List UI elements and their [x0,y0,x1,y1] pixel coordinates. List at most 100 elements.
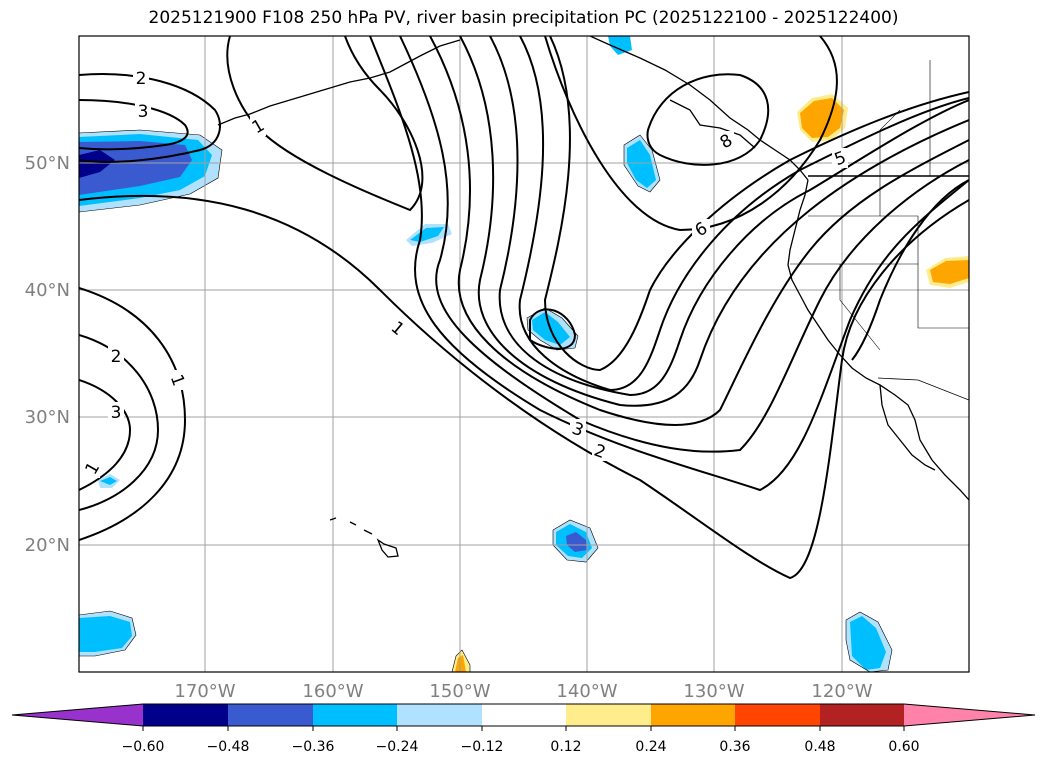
map-panel [79,36,969,672]
border-us-mexico [877,377,969,401]
colorbar-segment [651,704,735,726]
contour-label: 2 [111,347,122,367]
precip-area-northwest-peak [79,150,115,178]
precip-outlines [79,129,893,672]
contour-label: 2 [136,69,147,89]
longitude-labels: 170°W 160°W 150°W 140°W 130°W 120°W [174,681,872,702]
map-frame [78,35,970,673]
precip-outline [79,129,223,213]
contour-label: 3 [138,102,149,122]
label-bg [135,101,151,121]
label-bg [692,219,710,239]
label-bg [170,370,186,390]
figure-title: 2025121900 F108 250 hPa PV, river basin … [148,8,899,28]
precip-area-top [608,36,632,55]
pv-contour-east [851,179,969,361]
colorbar-tick-label: −0.12 [461,739,504,755]
coastline-us-west [787,179,969,501]
colorbar-tick-label: −0.24 [376,739,419,755]
contour-label-backgrounds [84,68,848,478]
label-bg [570,419,586,439]
colorbar-extend-high [904,704,1035,726]
colorbar-segment [482,704,566,726]
label-bg [390,318,406,338]
colorbar-segment [143,704,228,726]
lat-label: 40°N [25,280,70,301]
precip-outline [552,519,599,563]
coastlines [217,36,969,558]
pv-contour-2-nw [79,73,221,163]
label-bg [84,458,100,478]
precip-outline [526,307,579,351]
precip-area-midpacific-core [410,227,444,242]
pv-contour-3-west [79,379,132,491]
coastline-alaska-panhandle [669,99,756,149]
precip-area-baja-core [850,616,886,670]
coastline-aleutians [217,39,461,126]
precip-area-rockies-positive-core [930,260,969,284]
latitude-labels: 50°N 40°N 30°N 20°N [25,153,70,556]
pv-contour-2-trough [369,36,969,492]
colorbar-segment [566,704,651,726]
precip-outline [623,134,661,193]
precip-shading [79,36,969,672]
colorbar-tick-label: −0.48 [207,739,250,755]
label-bg [832,148,848,168]
colorbar-segment [313,704,397,726]
precip-area-southwest-core [79,616,132,652]
pv-contour-ne-arc [544,36,838,232]
colorbar-tick-label: 0.48 [804,739,835,755]
colorbar-segment [397,704,482,726]
lon-label: 120°W [811,681,872,702]
lon-label: 160°W [302,681,363,702]
colorbar: −0.60 −0.48 −0.36 −0.24 −0.12 0.12 0.24 … [11,703,1036,755]
colorbar-tick-label: −0.60 [122,739,165,755]
pv-contour-7-trough [518,36,969,392]
pv-contour-cutoff [529,308,577,350]
precip-outline [451,649,471,672]
precip-area-gulf-alaska-core [627,140,656,188]
map-content: 2 3 1 2 3 1 1 6 5 8 3 2 1 [79,36,969,672]
label-bg [592,441,608,461]
colorbar-tick-label: 0.24 [635,739,666,755]
lat-label: 30°N [25,407,70,428]
coastline-hawaii [329,517,399,558]
coastline-baja [879,384,936,471]
lon-label: 170°W [174,681,235,702]
precip-outline [845,611,893,672]
label-bg [108,402,124,422]
pv-contour-6-trough [489,36,969,397]
lat-label: 20°N [25,535,70,556]
pv-contour-gulf-alaska [646,73,770,166]
colorbar-segment [820,704,904,726]
colorbar-tick-label: 0.36 [719,739,750,755]
lon-label: 130°W [683,681,744,702]
label-bg [108,346,124,366]
lon-label: 150°W [429,681,490,702]
colorbar-tick-labels: −0.60 −0.48 −0.36 −0.24 −0.12 0.12 0.24 … [122,739,920,755]
pv-contours [79,36,969,580]
colorbar-ticks [142,726,905,731]
pv-contour-1 [79,194,969,580]
colorbar-segment [228,704,313,726]
label-bg [133,68,149,88]
colorbar-extend-low [12,704,143,726]
border-states-2 [790,263,969,329]
precip-area-hawaii-peak [566,532,587,552]
border-states-3 [880,215,919,264]
colorbar-segment [735,704,820,726]
pv-contour-1-west [79,287,187,541]
pv-contour-5-trough [459,36,969,407]
pv-contour-4-trough [429,36,969,426]
precip-area-small-south-core [100,477,117,485]
colorbar-tick-label: −0.36 [292,739,335,755]
lon-label: 140°W [556,681,617,702]
lat-label: 50°N [25,153,70,174]
precip-outline [79,610,137,657]
contour-label: 3 [111,403,122,423]
label-bg [250,116,266,136]
colorbar-tick-label: 0.60 [888,739,919,755]
colorbar-tick-label: 0.12 [550,739,581,755]
